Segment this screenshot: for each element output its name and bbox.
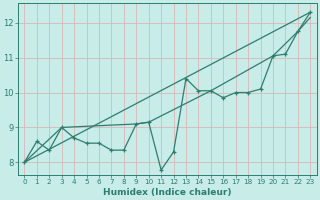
X-axis label: Humidex (Indice chaleur): Humidex (Indice chaleur) [103,188,232,197]
